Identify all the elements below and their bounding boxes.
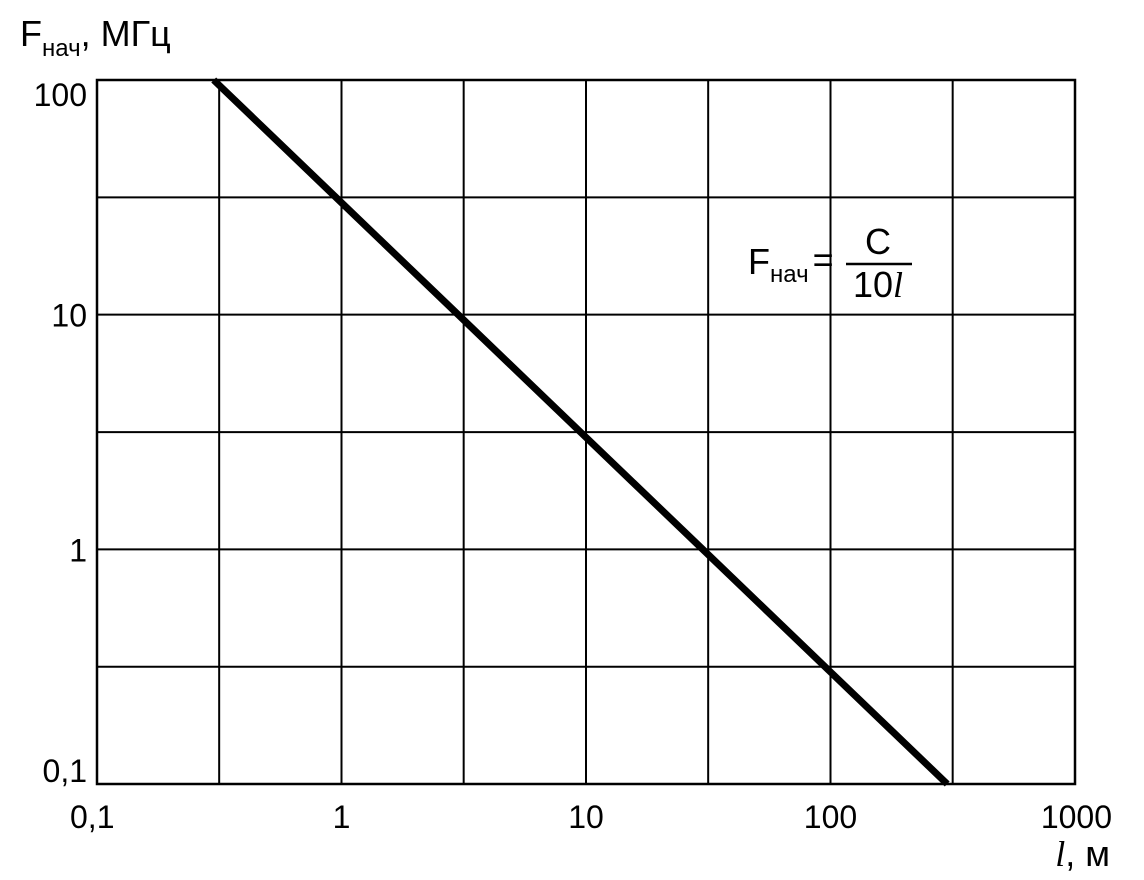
x-tick-labels: 0,1 1 10 100 1000 [70, 799, 1112, 835]
y-tick-label: 1 [69, 532, 87, 568]
formula-lhs-sub: нач [770, 261, 809, 288]
plot-area-frame [95, 78, 1077, 786]
x-axis-title-var: l [1055, 834, 1065, 874]
y-tick-labels: 0,1 1 10 100 [34, 77, 87, 789]
x-axis-title: l, м [1055, 833, 1110, 874]
svg-text:10l: 10l [853, 264, 903, 305]
y-axis-title-unit: , МГц [81, 13, 171, 54]
formula-numerator: C [865, 221, 891, 262]
x-axis-title-unit: , м [1065, 833, 1110, 874]
x-tick-label: 10 [568, 799, 604, 835]
series-line [211, 77, 950, 787]
formula-annotation: Fнач = C 10l [748, 221, 912, 305]
formula-denominator-var: l [893, 265, 903, 305]
formula-lhs-main: F [748, 241, 770, 282]
formula-equals: = [813, 239, 834, 280]
x-tick-label: 100 [804, 799, 857, 835]
y-tick-label: 100 [34, 77, 87, 113]
x-tick-label: 1 [333, 799, 351, 835]
x-tick-label: 1000 [1041, 799, 1112, 835]
y-axis-title-sub: нач [42, 35, 81, 62]
svg-text:Fнач=: Fнач = [748, 239, 834, 288]
grid [96, 79, 1076, 785]
series-group [211, 77, 950, 787]
y-axis-title: Fнач, МГц [20, 13, 171, 62]
y-tick-label: 0,1 [43, 753, 87, 789]
x-tick-label: 0,1 [70, 799, 114, 835]
formula-denominator-num: 10 [853, 264, 893, 305]
y-axis-title-main: F [20, 13, 42, 54]
y-tick-label: 10 [51, 298, 87, 334]
